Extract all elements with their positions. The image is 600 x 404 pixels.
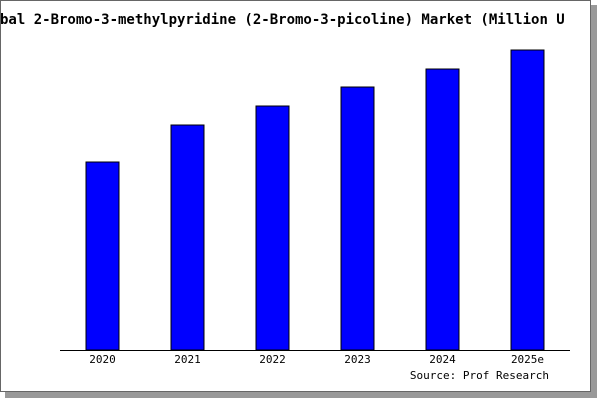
title-group: bal 2-Bromo-3-methylpyridine (2-Bromo-3-… xyxy=(0,12,565,28)
bar xyxy=(510,49,545,351)
chart-title: bal 2-Bromo-3-methylpyridine (2-Bromo-3-… xyxy=(0,12,565,28)
x-tick-label: 2024 xyxy=(429,353,456,366)
bar xyxy=(255,105,290,351)
x-tick-label: 2022 xyxy=(259,353,286,366)
source: Source: Prof Research xyxy=(410,369,549,382)
bar xyxy=(340,86,375,351)
x-tick-label: 2023 xyxy=(344,353,371,366)
bar xyxy=(425,68,460,351)
bar xyxy=(170,124,205,351)
x-tick-label: 2021 xyxy=(174,353,201,366)
x-tick-label: 2025e xyxy=(511,353,544,366)
x-tick-label: 2020 xyxy=(89,353,116,366)
bar xyxy=(85,161,120,351)
